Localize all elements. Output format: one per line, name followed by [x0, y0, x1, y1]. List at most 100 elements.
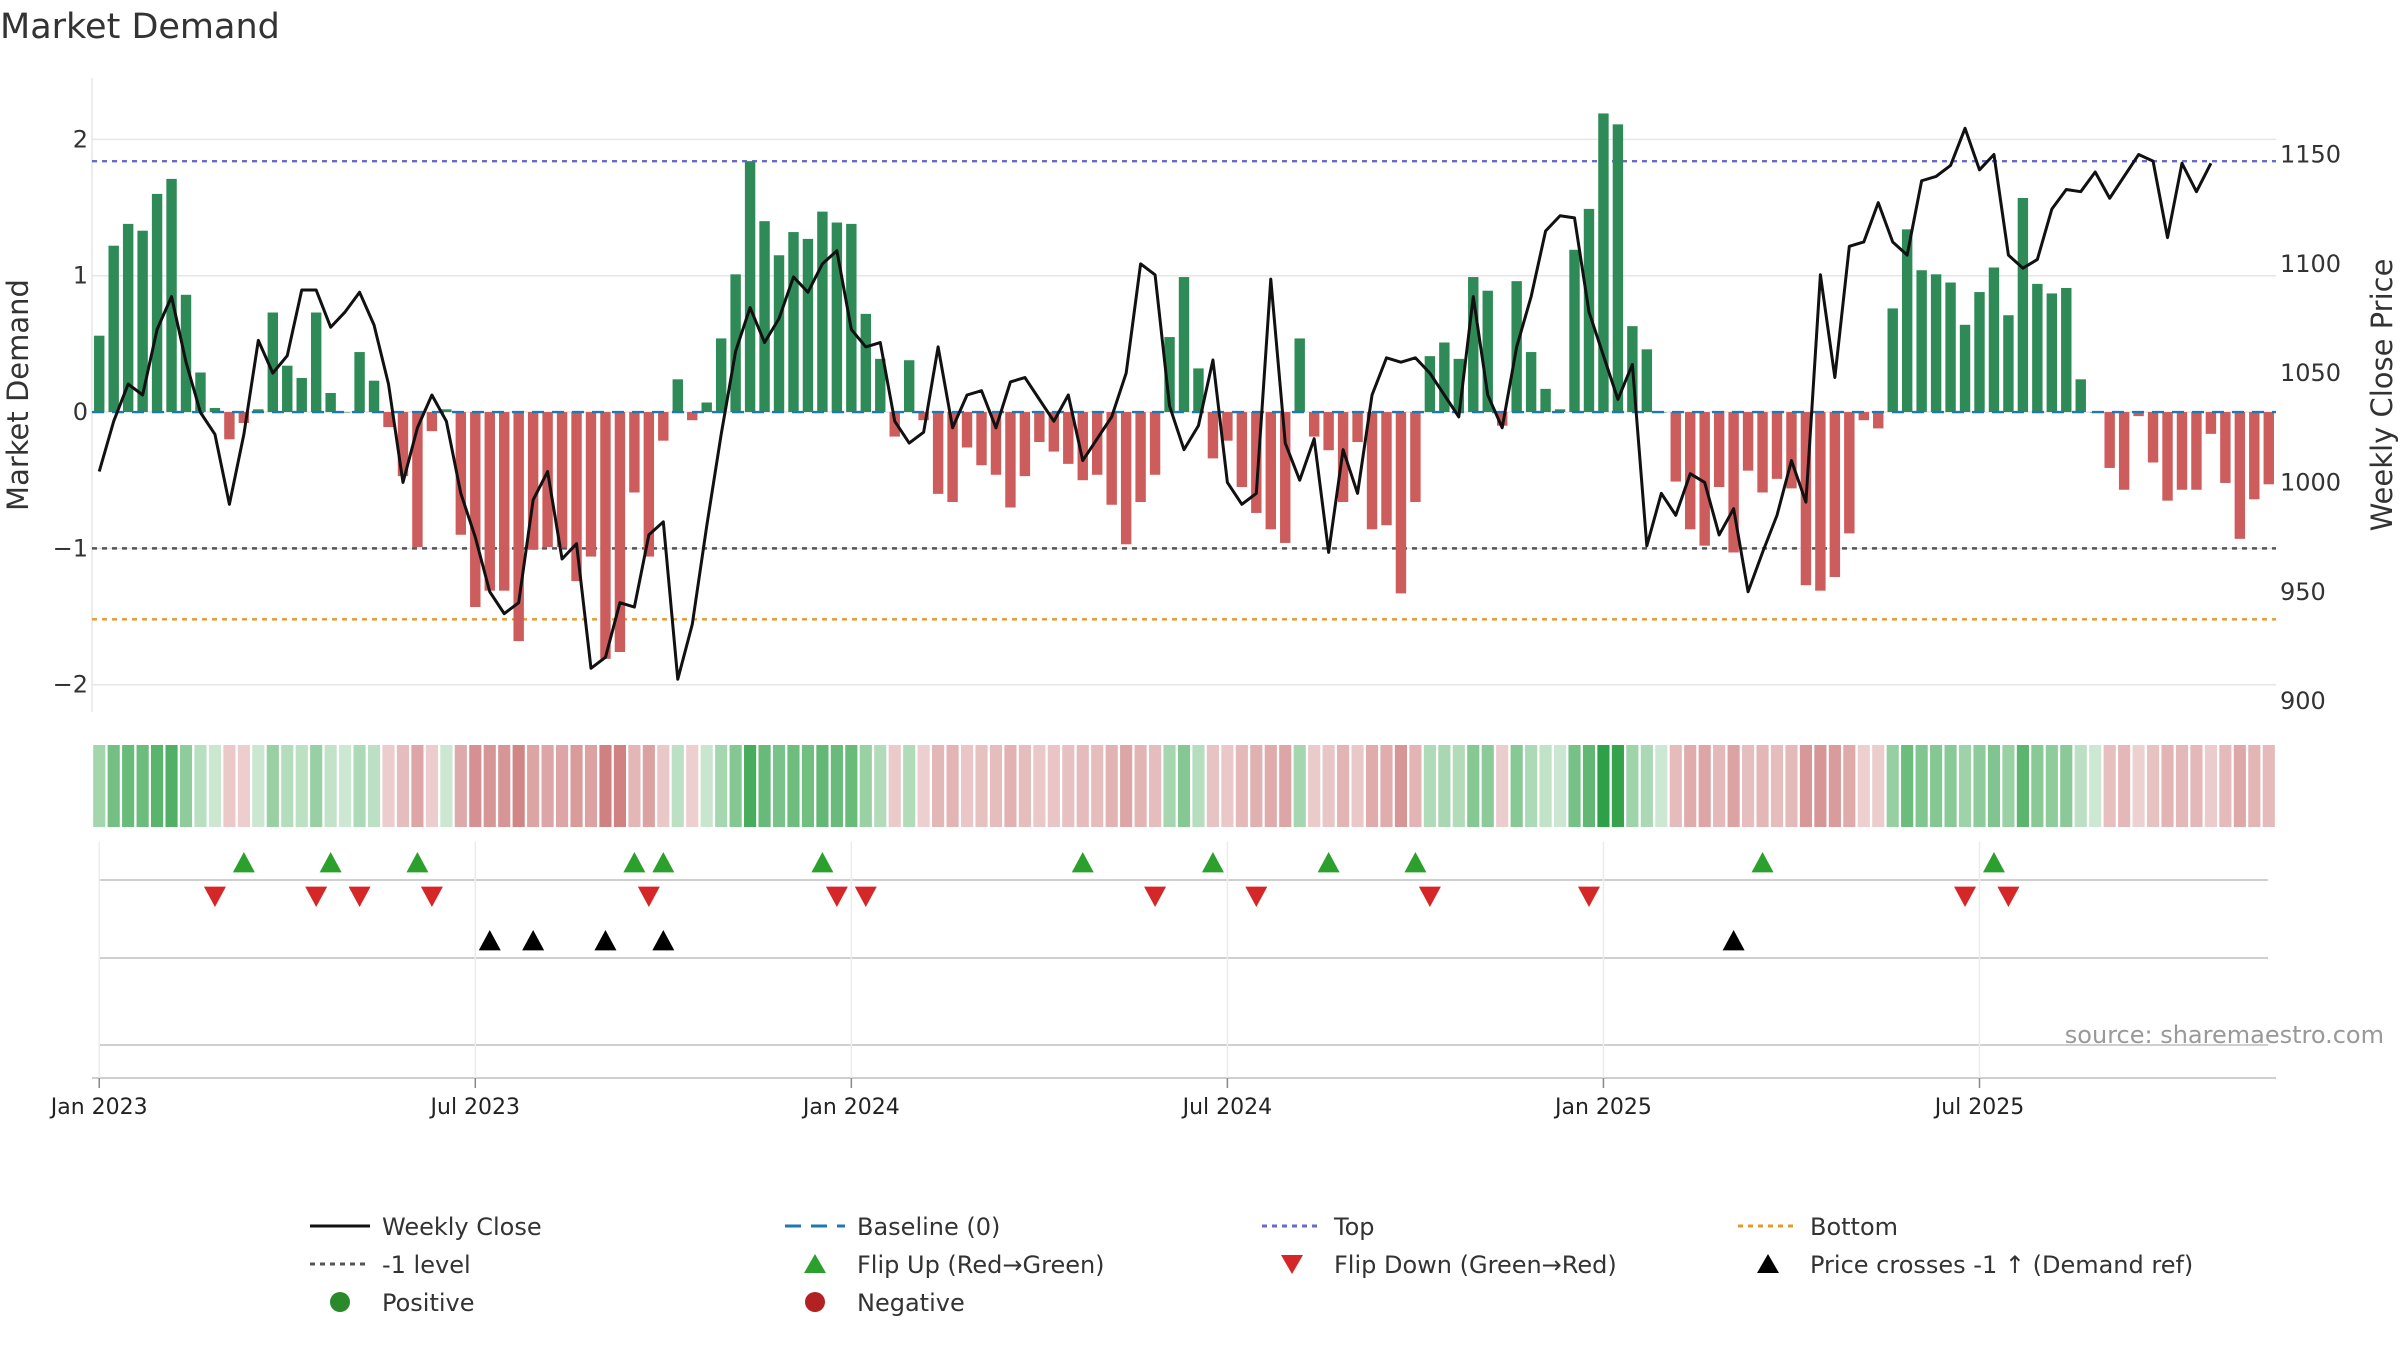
legend-label: Positive — [382, 1289, 475, 1317]
demand-bar — [397, 412, 409, 477]
price-cross-marker — [652, 930, 675, 951]
demand-bar — [571, 412, 582, 582]
heat-cell — [1264, 745, 1277, 827]
heat-cell — [1235, 745, 1248, 827]
heat-cell — [1742, 745, 1755, 827]
legend-label: Negative — [857, 1289, 965, 1317]
heat-cell — [816, 745, 829, 827]
demand-bar — [1410, 412, 1421, 503]
heat-cell — [2074, 745, 2087, 827]
heat-cell — [223, 745, 236, 827]
flip-down-marker — [1245, 886, 1268, 907]
flip-down-marker — [348, 886, 371, 907]
demand-bar — [1612, 124, 1624, 413]
demand-bar — [1930, 274, 1942, 413]
demand-bar — [2061, 287, 2072, 413]
heat-cell — [1626, 745, 1639, 827]
heat-cell — [1568, 745, 1581, 827]
x-tick-label: Jan 2025 — [1553, 1095, 1652, 1120]
heat-cell — [1843, 745, 1856, 827]
demand-bar — [1685, 412, 1696, 530]
y-tick-label-right: 950 — [2280, 578, 2326, 606]
demand-bar — [1641, 349, 1653, 413]
heat-cell — [1828, 745, 1841, 827]
demand-bar — [94, 335, 105, 413]
heat-cell — [151, 745, 164, 827]
flip-up-marker — [652, 852, 675, 873]
legend-label: Top — [1333, 1213, 1375, 1241]
heat-cell — [1872, 745, 1885, 827]
heat-cell — [1611, 745, 1624, 827]
heat-cell — [1380, 745, 1393, 827]
legend-label: Flip Up (Red→Green) — [857, 1251, 1105, 1279]
heat-cell — [1365, 745, 1379, 827]
heat-cell — [1799, 745, 1813, 827]
demand-bar — [1699, 412, 1710, 546]
demand-bar — [585, 412, 597, 557]
heat-cell — [512, 745, 525, 827]
flip-up-marker — [406, 852, 429, 873]
axis-ticks: 2 1 0 −1 −2 1150 1100 1050 1000 950 900 — [53, 125, 2341, 715]
demand-bar — [961, 412, 973, 448]
legend-swatch — [1281, 1255, 1303, 1274]
demand-bar — [339, 412, 351, 413]
heat-cell — [1192, 745, 1205, 827]
heat-cell — [1496, 745, 1509, 827]
legend-swatch — [804, 1254, 826, 1273]
flip-up-marker — [1751, 852, 1774, 873]
demand-bar — [253, 409, 264, 413]
heat-cell — [932, 745, 945, 827]
heat-cell — [454, 745, 467, 827]
heat-cell — [946, 745, 959, 827]
heat-cell — [1857, 745, 1870, 827]
heat-cell — [772, 745, 786, 827]
demand-bar — [1005, 412, 1016, 508]
y-tick-label-right: 900 — [2280, 687, 2326, 715]
heat-cell — [2204, 745, 2217, 827]
demand-bar — [2147, 412, 2159, 463]
heat-cell — [1958, 745, 1972, 827]
heat-cell — [252, 745, 265, 827]
y-tick-label-left: 0 — [73, 398, 88, 426]
demand-bar — [1468, 277, 1479, 413]
heat-cell — [555, 745, 569, 827]
demand-bar — [1294, 338, 1305, 413]
heat-cell — [1886, 745, 1899, 827]
heat-cell — [1062, 745, 1075, 827]
x-tick-label: Jul 2025 — [1933, 1095, 2025, 1120]
demand-bar — [1106, 412, 1117, 505]
demand-bar — [1280, 412, 1291, 543]
demand-bar — [1670, 412, 1681, 482]
demand-bar — [2003, 315, 2014, 413]
demand-bar — [918, 412, 929, 421]
heat-cell — [165, 745, 178, 827]
heat-cell — [266, 745, 279, 827]
demand-bar — [455, 412, 467, 535]
demand-bar — [1988, 267, 2000, 413]
price-cross-marker — [594, 930, 617, 951]
heat-cell — [425, 745, 438, 827]
heat-cell — [1713, 745, 1726, 827]
demand-bar — [296, 377, 307, 413]
heat-cell — [917, 745, 930, 827]
flip-down-marker — [825, 886, 848, 907]
heat-cell — [1047, 745, 1060, 827]
heat-cell — [498, 745, 511, 827]
heat-cell — [671, 745, 684, 827]
legend-item: Weekly Close — [310, 1213, 542, 1241]
heat-cell — [1756, 745, 1769, 827]
x-tick-label: Jan 2024 — [801, 1095, 900, 1120]
demand-bar — [470, 412, 481, 608]
heat-cell — [1279, 745, 1292, 827]
demand-bar — [730, 274, 741, 413]
demand-bar — [1598, 113, 1609, 413]
heat-cell — [2248, 745, 2261, 827]
heat-cell — [339, 745, 352, 827]
heat-cell — [122, 745, 135, 827]
heat-cell — [1727, 745, 1740, 827]
heat-cell — [1597, 745, 1610, 827]
heat-cell — [642, 745, 655, 827]
heat-cell — [396, 745, 410, 827]
demand-bar — [773, 255, 785, 413]
demand-bar — [1844, 412, 1855, 534]
